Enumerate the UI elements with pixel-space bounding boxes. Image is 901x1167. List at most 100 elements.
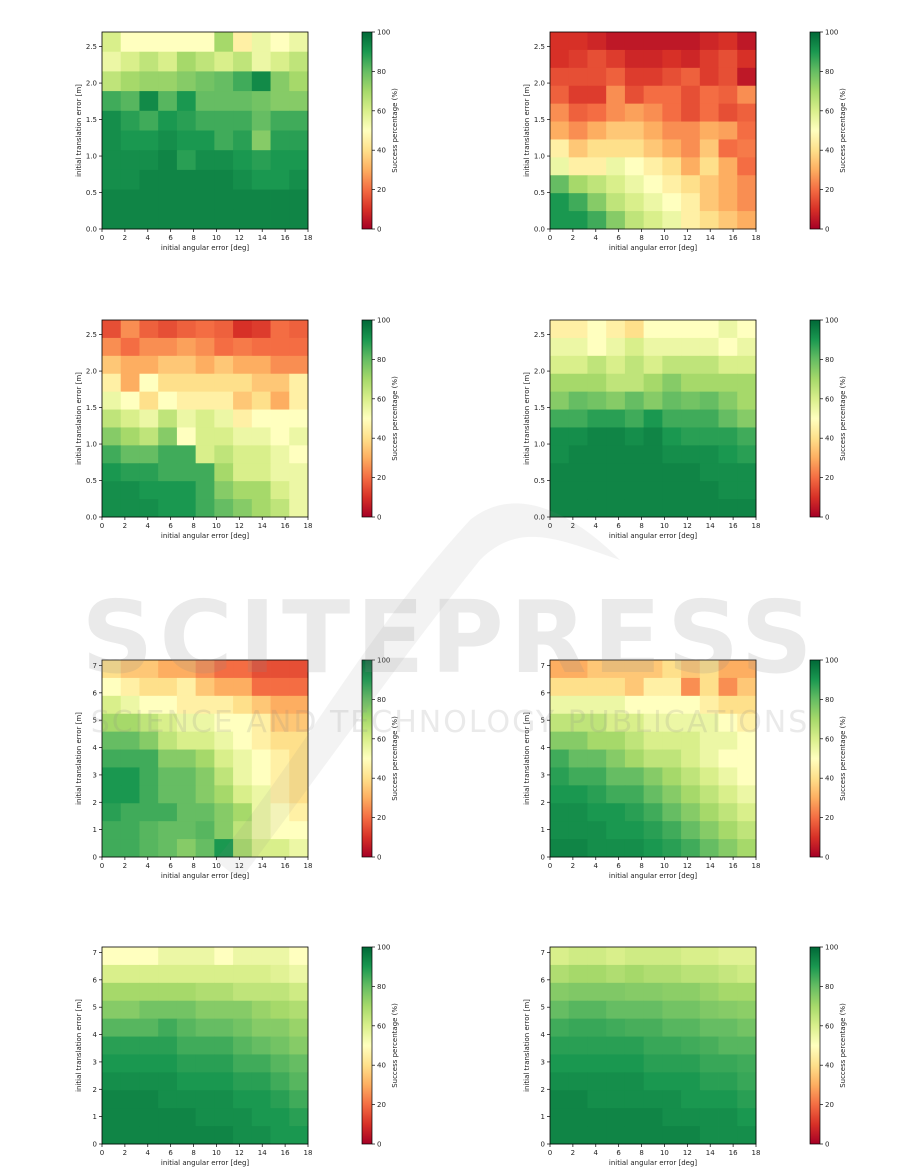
heatmap-cell <box>176 749 197 768</box>
heatmap-cell <box>251 713 271 733</box>
heatmap-cell <box>195 463 215 482</box>
heatmap-cell <box>195 130 215 151</box>
y-tick-label: 2.5 <box>86 331 97 339</box>
heatmap-cell <box>102 695 122 715</box>
heatmap-cell <box>606 445 626 464</box>
heatmap-cell <box>606 785 626 804</box>
heatmap-cell <box>270 409 290 428</box>
x-tick-label: 16 <box>281 522 290 530</box>
x-tick-label: 6 <box>168 862 173 870</box>
heatmap-cell <box>176 1000 197 1020</box>
heatmap-cell <box>233 463 253 482</box>
heatmap-cell <box>681 1054 701 1073</box>
heatmap-cell <box>643 211 663 230</box>
heatmap-cell <box>139 982 159 1002</box>
heatmap-cell <box>550 49 570 69</box>
heatmap-cell <box>643 355 663 375</box>
heatmap-cell <box>233 391 253 410</box>
x-tick-label: 14 <box>258 522 267 530</box>
heatmap-cell <box>662 1090 682 1109</box>
y-tick-label: 5 <box>93 1004 97 1012</box>
heatmap-cell <box>102 1018 122 1037</box>
heatmap-cell <box>289 964 309 984</box>
heatmap-cell <box>214 110 234 131</box>
colorbar <box>809 659 821 858</box>
heatmap-cell <box>643 695 663 715</box>
heatmap-cell <box>120 32 140 53</box>
x-tick-label: 2 <box>571 1149 575 1157</box>
heatmap-cell <box>214 209 234 230</box>
heatmap-cell <box>699 677 719 697</box>
heatmap-cell <box>662 337 682 357</box>
heatmap-cell <box>251 767 271 786</box>
heatmap-cell <box>195 150 215 171</box>
heatmap-cell <box>624 409 645 428</box>
heatmap-cell <box>643 749 663 768</box>
heatmap-cell <box>699 1126 719 1145</box>
heatmap-cell <box>718 821 738 840</box>
heatmap-cell <box>624 320 645 339</box>
heatmap-cell <box>251 1036 271 1055</box>
colorbar-tick-label: 0 <box>825 514 829 522</box>
heatmap-cell <box>681 695 701 715</box>
heatmap-cell <box>643 409 663 428</box>
heatmap-cell <box>120 660 140 679</box>
colorbar-tick-label: 100 <box>825 657 838 665</box>
heatmap-cell <box>606 67 626 87</box>
heatmap-cell <box>214 1000 234 1020</box>
heatmap-cell <box>699 32 719 51</box>
heatmap-cell <box>139 445 159 464</box>
heatmap-cell <box>568 1054 588 1073</box>
heatmap-cell <box>550 731 570 750</box>
heatmap-cell <box>737 1054 757 1073</box>
heatmap-cell <box>270 1090 290 1109</box>
heatmap-cell <box>233 169 253 190</box>
heatmap-cell <box>214 427 234 446</box>
heatmap-cell <box>289 803 309 822</box>
y-tick-label: 0.5 <box>534 477 545 485</box>
heatmap-cell <box>233 91 253 112</box>
heatmap-cell <box>681 463 701 482</box>
heatmap-cell <box>102 1126 122 1145</box>
heatmap-cell <box>139 209 159 230</box>
heatmap-cell <box>176 463 197 482</box>
heatmap-cell <box>176 982 197 1002</box>
heatmap-cell <box>681 320 701 339</box>
heatmap-cell <box>568 1072 588 1091</box>
plot-frame <box>101 31 309 230</box>
heatmap-cell <box>587 947 607 966</box>
heatmap-cell <box>289 209 309 230</box>
x-tick-label: 16 <box>729 522 738 530</box>
heatmap-cell <box>195 1000 215 1020</box>
heatmap-cell <box>233 964 253 984</box>
heatmap-cell <box>662 695 682 715</box>
heatmap-cell <box>699 211 719 230</box>
heatmap-cell <box>233 731 253 750</box>
heatmap-cell <box>195 731 215 750</box>
y-tick-label: 0.0 <box>534 514 545 522</box>
heatmap-cell <box>550 767 570 786</box>
heatmap-cell <box>737 749 757 768</box>
x-tick-label: 6 <box>616 234 621 242</box>
x-axis-label: initial angular error [deg] <box>161 532 250 540</box>
heatmap-cell <box>233 189 253 210</box>
heatmap-cell <box>568 731 588 750</box>
colorbar-tick-label: 20 <box>825 814 834 822</box>
heatmap-cell <box>251 169 271 190</box>
heatmap-cell <box>568 67 588 87</box>
heatmap-cell <box>251 749 271 768</box>
heatmap-cell <box>120 695 140 715</box>
heatmap-cell <box>214 767 234 786</box>
heatmap-cell <box>251 695 271 715</box>
heatmap-cell <box>624 839 645 858</box>
heatmap-cell <box>699 749 719 768</box>
y-tick-label: 1.5 <box>86 116 97 124</box>
x-tick-label: 10 <box>212 522 221 530</box>
heatmap-cell <box>176 445 197 464</box>
heatmap-cell <box>214 355 234 375</box>
heatmap-cell <box>251 731 271 750</box>
heatmap-cell <box>662 391 682 410</box>
heatmap-cell <box>120 320 140 339</box>
heatmap-cell <box>214 463 234 482</box>
